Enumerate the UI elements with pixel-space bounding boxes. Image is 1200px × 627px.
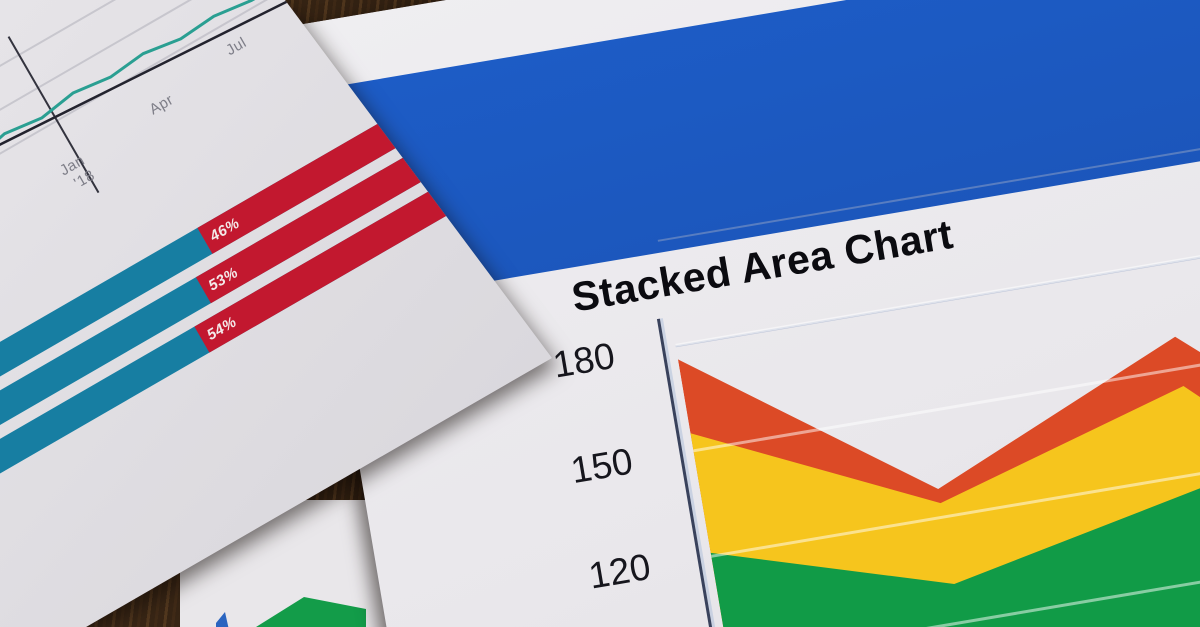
stacked-area-chart [675, 197, 1200, 627]
line-bar-paper-surface: Jan '18 Apr Jul 46% 53% 54% [0, 0, 552, 627]
stacked-area-paper-surface: Stacked Area Chart 180 150 120 [285, 0, 1200, 627]
stock-line-chart [0, 0, 334, 297]
